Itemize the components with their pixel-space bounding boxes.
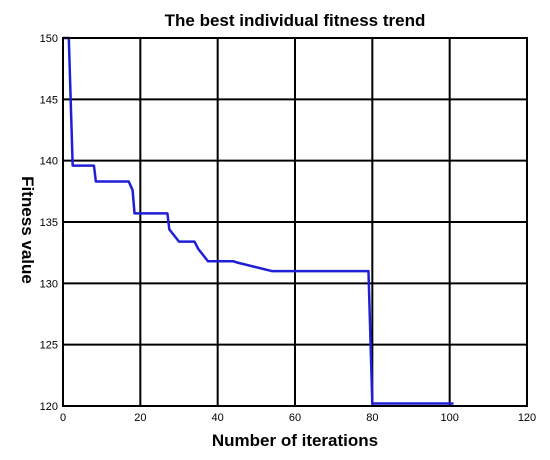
x-tick-label: 40: [212, 412, 224, 424]
x-axis-label: Number of iterations: [212, 431, 378, 450]
x-tick-label: 100: [440, 412, 458, 424]
x-tick-label: 20: [134, 412, 146, 424]
y-tick-label: 140: [40, 156, 58, 168]
chart-title: The best individual fitness trend: [165, 11, 426, 30]
y-tick-label: 150: [40, 33, 58, 45]
y-tick-label: 130: [40, 278, 58, 290]
y-tick-label: 125: [40, 340, 58, 352]
x-tick-label: 80: [366, 412, 378, 424]
fitness-series-line: [63, 36, 454, 405]
y-tick-label: 145: [40, 94, 58, 106]
grid-layer: [62, 37, 528, 407]
plot-frame: [62, 37, 528, 407]
tick-layer: 0 20 40 60 80 100 120 120 125 130 135 140 145 150: [40, 33, 537, 424]
x-tick-label: 0: [60, 412, 66, 424]
y-axis-label: Fitness value: [18, 176, 37, 284]
x-tick-label: 120: [518, 412, 536, 424]
series-layer: [63, 36, 454, 405]
y-tick-label: 135: [40, 217, 58, 229]
y-tick-label: 120: [40, 401, 58, 413]
x-tick-label: 60: [289, 412, 301, 424]
